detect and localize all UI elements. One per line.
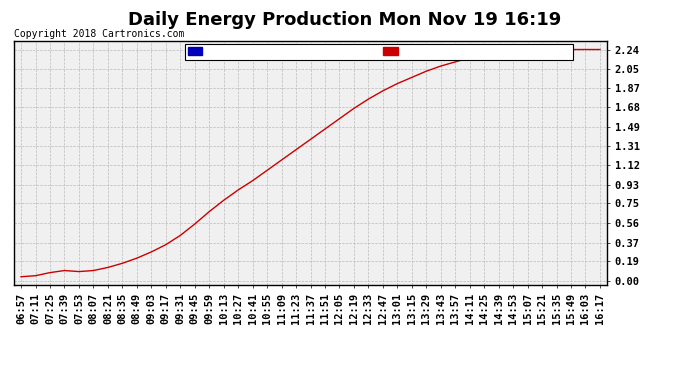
Text: Copyright 2018 Cartronics.com: Copyright 2018 Cartronics.com bbox=[14, 29, 184, 39]
Text: Daily Energy Production Mon Nov 19 16:19: Daily Energy Production Mon Nov 19 16:19 bbox=[128, 11, 562, 29]
Legend: Power Produced OffPeak  (kWh), Power Produced OnPeak  (kWh): Power Produced OffPeak (kWh), Power Prod… bbox=[185, 44, 573, 60]
